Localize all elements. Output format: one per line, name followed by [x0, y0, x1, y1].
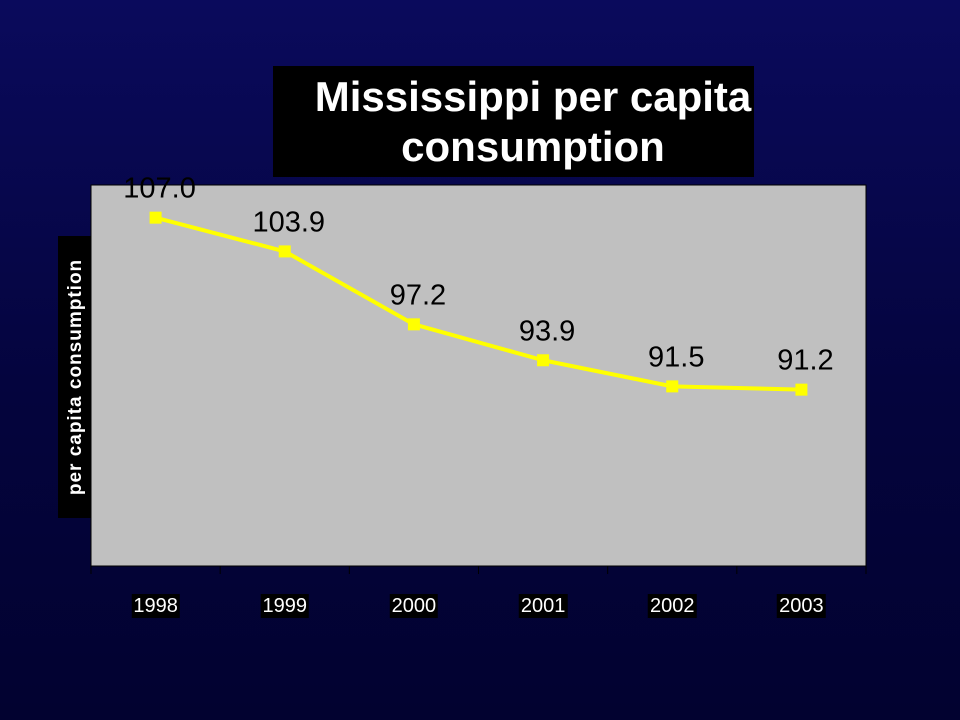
- series-line: [155, 215, 802, 392]
- x-tick-label: 2000: [389, 594, 439, 618]
- data-point: [795, 383, 808, 396]
- data-point: [407, 318, 420, 331]
- data-label: 103.9: [252, 206, 325, 238]
- x-tick-label: 1998: [131, 594, 180, 618]
- data-label: 97.2: [390, 279, 446, 311]
- chart-title: Mississippi per capita consumption: [314, 73, 752, 170]
- data-label: 93.9: [519, 315, 575, 347]
- x-tick-label: 2002: [648, 594, 697, 618]
- data-label: 91.5: [648, 341, 704, 373]
- x-tick-label: 2001: [518, 594, 568, 618]
- y-axis-label-box: per capita consumption: [58, 236, 94, 518]
- data-label: 107.0: [123, 173, 196, 205]
- data-points: [149, 211, 808, 396]
- x-tick-label: 2003: [777, 594, 826, 618]
- plot-area: [90, 184, 867, 567]
- x-axis-ticks: [90, 566, 867, 574]
- data-point: [537, 354, 550, 367]
- data-point: [278, 245, 291, 258]
- data-point: [149, 211, 162, 224]
- data-label: 91.2: [777, 345, 833, 377]
- chart-title-box: Mississippi per capita consumption: [273, 66, 754, 177]
- data-point: [666, 380, 679, 393]
- x-tick-label: 1999: [260, 594, 309, 618]
- data-labels: 107.0 103.9 97.2 93.9 91.5 91.2: [123, 173, 833, 377]
